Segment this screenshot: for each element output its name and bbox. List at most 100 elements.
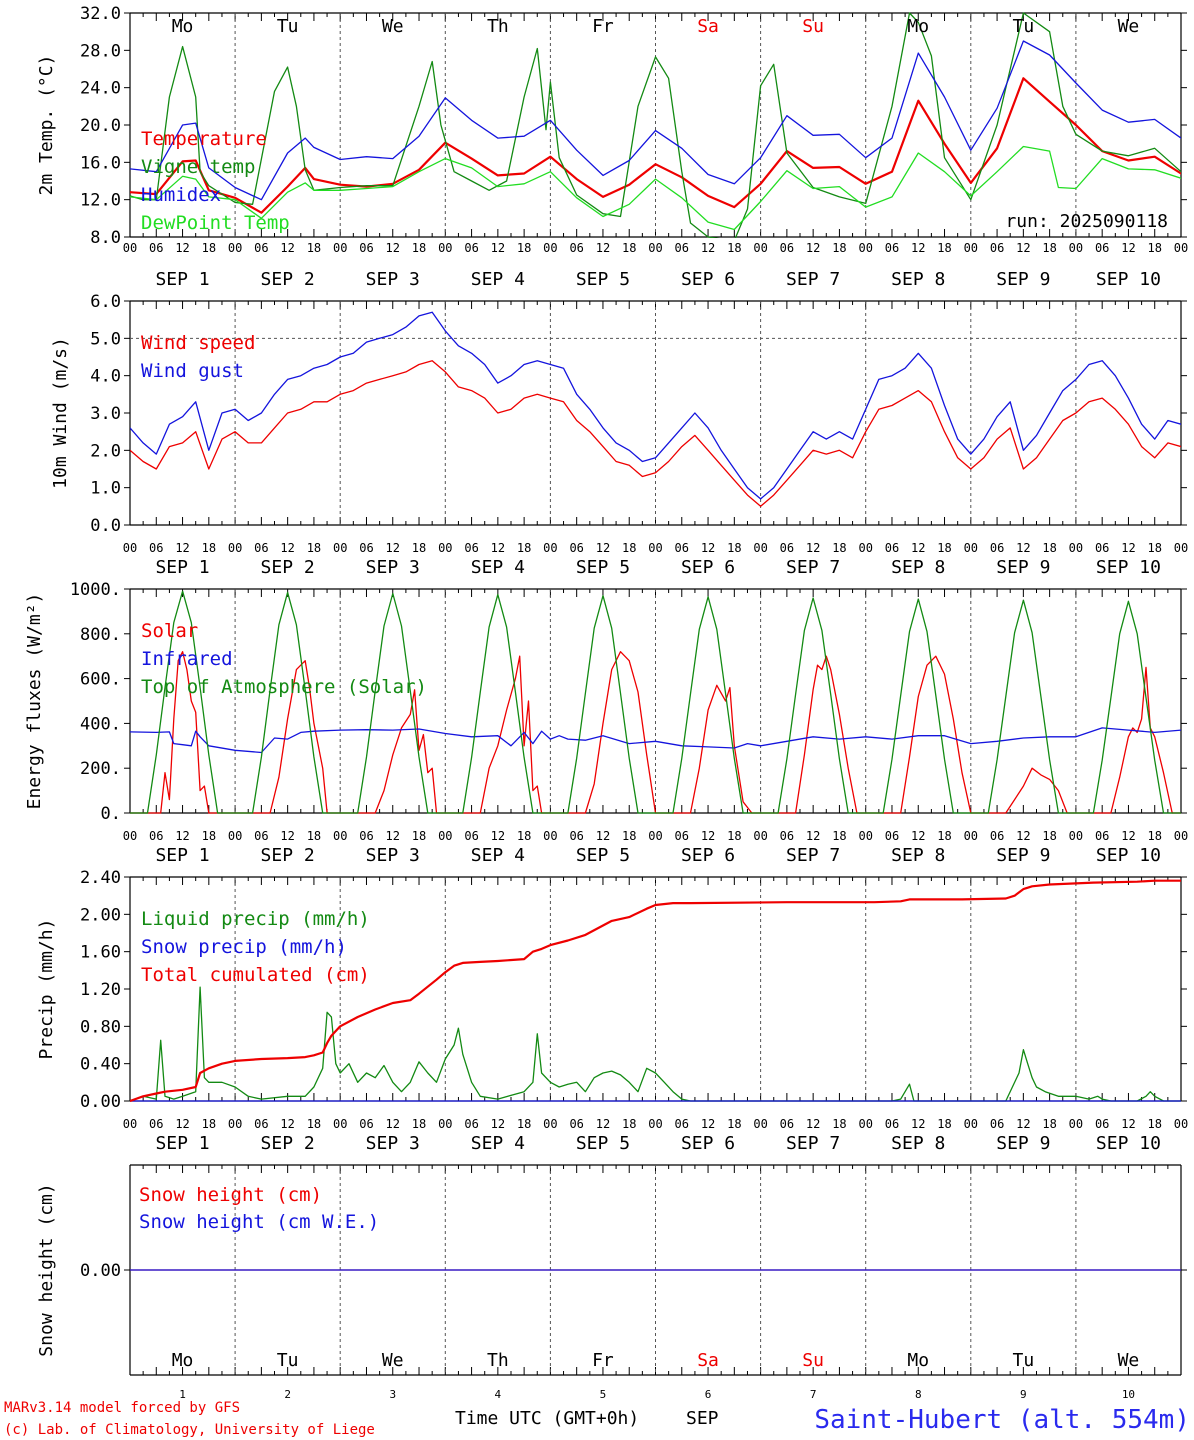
y-tick-label: 32.0 xyxy=(80,4,121,24)
hour-tick-label: 18 xyxy=(307,1117,321,1131)
y-axis-label: 10m Wind (m/s) xyxy=(50,337,71,489)
hour-tick-label: 00 xyxy=(333,541,347,555)
hour-tick-label: 00 xyxy=(858,241,872,255)
y-tick-label: 5.0 xyxy=(90,329,121,349)
hour-tick-label: 18 xyxy=(412,541,426,555)
day-label: Tu xyxy=(1013,16,1035,37)
hour-tick-label: 12 xyxy=(1121,829,1135,843)
y-tick-label: 12.0 xyxy=(80,191,121,211)
day-label: We xyxy=(382,1350,404,1371)
date-label: SEP 7 xyxy=(786,557,840,578)
legend-entry: Solar xyxy=(141,620,198,642)
y-tick-label: 0.00 xyxy=(80,1092,121,1112)
date-label: SEP 4 xyxy=(471,845,525,866)
hour-tick-label: 18 xyxy=(832,541,846,555)
hour-tick-label: 12 xyxy=(386,1117,400,1131)
y-tick-label: 24.0 xyxy=(80,79,121,99)
hour-tick-label: 00 xyxy=(858,829,872,843)
y-tick-label: 800. xyxy=(80,625,121,645)
hour-tick-label: 12 xyxy=(491,541,505,555)
hour-tick-label: 06 xyxy=(464,541,478,555)
hour-tick-label: 06 xyxy=(675,1117,689,1131)
hour-tick-label: 12 xyxy=(1121,241,1135,255)
hour-tick-label: 00 xyxy=(753,241,767,255)
hour-tick-label: 00 xyxy=(333,241,347,255)
hour-tick-label: 12 xyxy=(491,241,505,255)
day-label: We xyxy=(382,16,404,37)
hour-tick-label: 18 xyxy=(1147,1117,1161,1131)
series-line xyxy=(130,727,1181,754)
hour-tick-label: 00 xyxy=(648,241,662,255)
hour-tick-label: 12 xyxy=(386,541,400,555)
hour-tick-label: 18 xyxy=(1042,1117,1056,1131)
legend-entry: Temperature xyxy=(141,128,267,150)
hour-tick-label: 06 xyxy=(1095,1117,1109,1131)
y-tick-label: 3.0 xyxy=(90,404,121,424)
hour-tick-label: 18 xyxy=(937,541,951,555)
date-label: SEP 7 xyxy=(786,845,840,866)
date-label: SEP 4 xyxy=(471,557,525,578)
meteogram-panels: 8.012.016.020.024.028.032.02m Temp. (°C)… xyxy=(24,4,1188,1401)
hour-tick-label: 06 xyxy=(149,829,163,843)
hour-tick-label: 00 xyxy=(543,1117,557,1131)
day-label: We xyxy=(1118,1350,1140,1371)
date-label: SEP 9 xyxy=(996,1133,1050,1154)
day-number-label: 1 xyxy=(179,1388,186,1401)
date-label: SEP 7 xyxy=(786,269,840,290)
y-tick-label: 28.0 xyxy=(80,41,121,61)
day-number-label: 10 xyxy=(1122,1388,1135,1401)
day-number-label: 5 xyxy=(600,1388,607,1401)
hour-tick-label: 00 xyxy=(1174,1117,1188,1131)
date-label: SEP 5 xyxy=(576,269,630,290)
footer-copyright: (c) Lab. of Climatology, University of L… xyxy=(4,1422,375,1438)
hour-tick-label: 00 xyxy=(753,541,767,555)
hour-tick-label: 06 xyxy=(990,541,1004,555)
hour-tick-label: 18 xyxy=(517,241,531,255)
hour-tick-label: 00 xyxy=(1069,829,1083,843)
date-label: SEP 8 xyxy=(891,269,945,290)
series-line xyxy=(130,311,1181,500)
hour-tick-label: 06 xyxy=(885,241,899,255)
date-label: SEP 8 xyxy=(891,1133,945,1154)
hour-tick-label: 18 xyxy=(1042,541,1056,555)
y-tick-label: 1.60 xyxy=(80,943,121,963)
hour-tick-label: 06 xyxy=(885,1117,899,1131)
hour-tick-label: 06 xyxy=(780,541,794,555)
date-label: SEP 8 xyxy=(891,845,945,866)
series-line xyxy=(130,40,1181,201)
hour-tick-label: 12 xyxy=(386,829,400,843)
hour-tick-label: 12 xyxy=(280,541,294,555)
date-label: SEP 6 xyxy=(681,1133,735,1154)
hour-tick-label: 18 xyxy=(1147,829,1161,843)
series-line xyxy=(130,360,1181,507)
y-axis-label: 2m Temp. (°C) xyxy=(36,55,57,196)
hour-tick-label: 00 xyxy=(228,1117,242,1131)
hour-tick-label: 18 xyxy=(307,541,321,555)
date-label: SEP 2 xyxy=(261,845,315,866)
hour-tick-label: 12 xyxy=(596,541,610,555)
y-axis-label: Precip (mm/h) xyxy=(36,919,57,1060)
legend-entry: Snow height (cm) xyxy=(139,1184,322,1206)
hour-tick-label: 00 xyxy=(543,829,557,843)
hour-tick-label: 12 xyxy=(280,1117,294,1131)
date-label: SEP 9 xyxy=(996,557,1050,578)
date-label: SEP 6 xyxy=(681,845,735,866)
date-label: SEP 9 xyxy=(996,845,1050,866)
date-label: SEP 6 xyxy=(681,557,735,578)
hour-tick-label: 12 xyxy=(806,541,820,555)
y-tick-label: 8.0 xyxy=(90,228,121,248)
hour-tick-label: 12 xyxy=(596,1117,610,1131)
x-axis-month: SEP xyxy=(686,1408,719,1429)
day-number-label: 2 xyxy=(284,1388,291,1401)
date-label: SEP 1 xyxy=(155,557,209,578)
day-label: Sa xyxy=(697,1350,719,1371)
date-label: SEP 3 xyxy=(366,845,420,866)
panel-3: 0. 200. 400. 600. 800. 1000. Energy fluxes (W/… xyxy=(24,580,1188,866)
date-label: SEP 8 xyxy=(891,557,945,578)
hour-tick-label: 12 xyxy=(806,241,820,255)
hour-tick-label: 18 xyxy=(937,1117,951,1131)
hour-tick-label: 06 xyxy=(675,241,689,255)
day-label: Su xyxy=(802,1350,824,1371)
hour-tick-label: 00 xyxy=(858,541,872,555)
hour-tick-label: 06 xyxy=(675,541,689,555)
